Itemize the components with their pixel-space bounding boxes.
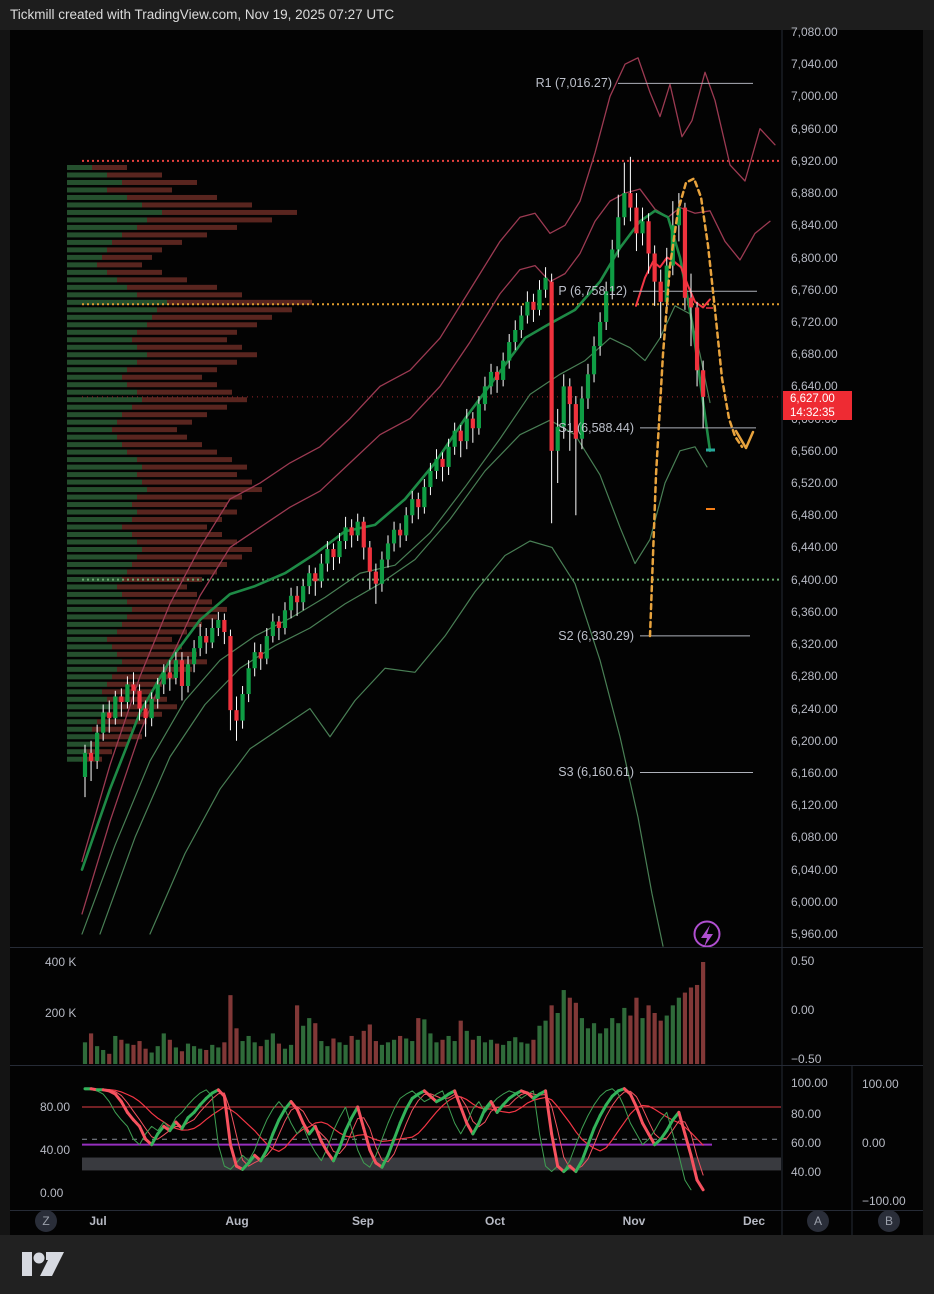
price-tick: 6,440.00 xyxy=(791,540,838,555)
price-tick: 6,000.00 xyxy=(791,894,838,909)
current-price-label: 6,627.00 14:32:35 xyxy=(783,391,852,420)
pivot-label-s2: S2 (6,330.29) xyxy=(558,628,634,643)
price-tick: 6,480.00 xyxy=(791,508,838,523)
price-tick: 6,960.00 xyxy=(791,121,838,136)
price-tick: 6,240.00 xyxy=(791,701,838,716)
volume-right-tick: 0.00 xyxy=(791,1003,815,1017)
title-bar: Tickmill created with TradingView.com, N… xyxy=(0,0,934,30)
price-tick: 6,040.00 xyxy=(791,862,838,877)
price-tick: 6,760.00 xyxy=(791,282,838,297)
time-axis-label: Sep xyxy=(351,1214,375,1228)
osc-right-tick-a: 80.00 xyxy=(791,1107,822,1121)
price-tick: 6,280.00 xyxy=(791,669,838,684)
price-tick: 6,320.00 xyxy=(791,637,838,652)
volume-right-tick: −0.50 xyxy=(791,1052,822,1066)
time-axis-label: Jul xyxy=(89,1214,107,1228)
price-tick: 6,080.00 xyxy=(791,830,838,845)
pivot-label-s3: S3 (6,160.61) xyxy=(558,765,634,780)
price-tick: 6,680.00 xyxy=(791,347,838,362)
price-tick: 6,640.00 xyxy=(791,379,838,394)
pivot-label-s1: S1 (6,588.44) xyxy=(558,420,634,435)
osc-right-tick-b: 0.00 xyxy=(862,1136,886,1150)
footer-bar: TradingView xyxy=(0,1235,934,1294)
time-axis-label: Nov xyxy=(622,1214,646,1228)
price-tick: 6,840.00 xyxy=(791,218,838,233)
price-tick: 6,200.00 xyxy=(791,733,838,748)
price-tick: 6,520.00 xyxy=(791,476,838,491)
osc-left-tick: 0.00 xyxy=(40,1186,64,1200)
price-tick: 5,960.00 xyxy=(791,927,838,942)
price-tick: 7,000.00 xyxy=(791,89,838,104)
price-tick: 6,360.00 xyxy=(791,604,838,619)
pivot-label-r1: R1 (7,016.27) xyxy=(535,76,612,91)
price-tick: 6,880.00 xyxy=(791,186,838,201)
price-tick: 6,720.00 xyxy=(791,314,838,329)
price-tick: 7,080.00 xyxy=(791,25,838,39)
osc-left-tick: 80.00 xyxy=(40,1100,71,1114)
time-axis-label: Oct xyxy=(484,1214,506,1228)
price-tick: 6,160.00 xyxy=(791,765,838,780)
time-axis-label: Dec xyxy=(742,1214,766,1228)
price-tick: 6,560.00 xyxy=(791,443,838,458)
price-tick: 7,040.00 xyxy=(791,57,838,72)
volume-left-tick: 400 K xyxy=(45,955,77,969)
price-tick: 6,920.00 xyxy=(791,153,838,168)
scale-a-button[interactable]: A xyxy=(807,1210,829,1232)
osc-right-tick-a: 100.00 xyxy=(791,1076,828,1090)
price-tick: 6,800.00 xyxy=(791,250,838,265)
time-axis-label: Aug xyxy=(225,1214,249,1228)
osc-right-tick-b: −100.00 xyxy=(862,1194,906,1208)
scale-b-button[interactable]: B xyxy=(878,1210,900,1232)
timezone-button[interactable]: Z xyxy=(35,1210,57,1232)
volume-left-tick: 200 K xyxy=(45,1006,77,1020)
price-tick: 6,120.00 xyxy=(791,798,838,813)
tradingview-logo-icon[interactable] xyxy=(0,1235,934,1294)
pivot-label-p: P (6,758.12) xyxy=(558,284,627,299)
volume-right-tick: 0.50 xyxy=(791,954,815,968)
bar-countdown: 14:32:35 xyxy=(790,407,835,419)
osc-right-tick-a: 60.00 xyxy=(791,1136,822,1150)
osc-right-tick-a: 40.00 xyxy=(791,1165,822,1179)
osc-left-tick: 40.00 xyxy=(40,1143,71,1157)
chart-attribution-title: Tickmill created with TradingView.com, N… xyxy=(10,7,395,22)
price-tick: 6,400.00 xyxy=(791,572,838,587)
current-price-value: 6,627.00 xyxy=(790,393,835,405)
osc-right-tick-b: 100.00 xyxy=(862,1077,899,1091)
